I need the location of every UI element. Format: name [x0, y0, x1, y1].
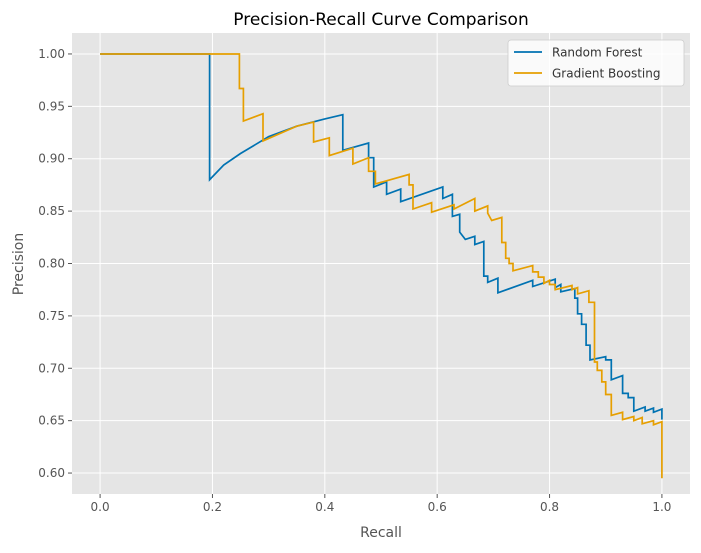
legend-label-gradient-boosting: Gradient Boosting — [552, 67, 660, 81]
legend-box — [507, 39, 685, 87]
x-tick-label: 1.0 — [652, 500, 671, 514]
y-tick-label: 0.70 — [38, 361, 65, 375]
y-tick-label: 0.85 — [38, 204, 65, 218]
series-lines — [100, 53, 663, 479]
x-tick-label: 0.4 — [315, 500, 334, 514]
x-tick-labels: 0.0 0.2 0.4 0.6 0.8 1.0 — [91, 494, 671, 514]
x-tick-label: 0.2 — [203, 500, 222, 514]
y-tick-label: 0.90 — [38, 152, 65, 166]
x-axis-label: Recall — [360, 525, 402, 541]
y-tick-labels: 0.60 0.65 0.70 0.75 0.80 0.85 0.90 0.95 1.00 — [38, 47, 72, 480]
grid — [72, 33, 690, 494]
x-tick-label: 0.0 — [91, 500, 110, 514]
y-tick-label: 0.80 — [38, 257, 65, 271]
legend-label-random-forest: Random Forest — [552, 46, 643, 60]
y-tick-label: 0.60 — [38, 466, 65, 480]
series-line-random-forest — [100, 53, 663, 420]
y-tick-label: 0.95 — [38, 99, 65, 113]
y-axis-label: Precision — [11, 233, 27, 295]
legend: Random Forest Gradient Boosting — [507, 39, 685, 87]
chart-title: Precision-Recall Curve Comparison — [233, 10, 528, 30]
x-tick-label: 0.8 — [540, 500, 559, 514]
y-tick-label: 0.75 — [38, 309, 65, 323]
series-line-gradient-boosting — [100, 53, 663, 479]
y-tick-label: 1.00 — [38, 47, 65, 61]
y-tick-label: 0.65 — [38, 414, 65, 428]
x-tick-label: 0.6 — [428, 500, 447, 514]
